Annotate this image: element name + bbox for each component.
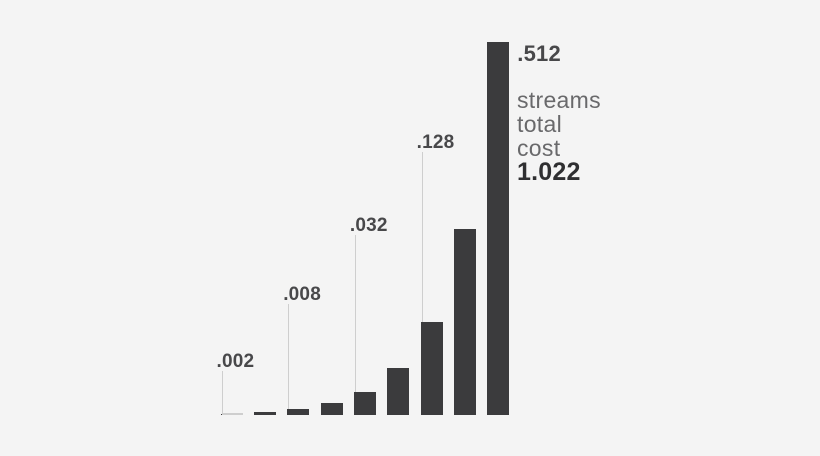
bar xyxy=(353,391,376,415)
annotation-line-cost: cost xyxy=(517,135,561,161)
callout-bracket-foot xyxy=(221,413,243,415)
bar-value-label: .008 xyxy=(283,284,321,305)
callout-line xyxy=(288,304,290,415)
bar xyxy=(487,42,510,415)
total-cost-value: 1.022 xyxy=(517,158,581,186)
annotation-line-streams: streams xyxy=(517,87,601,113)
bar xyxy=(320,403,343,415)
callout-line xyxy=(354,235,356,415)
annotation-line-total: total xyxy=(517,111,562,137)
chart-annotation: streams total cost 1.022 xyxy=(517,87,601,186)
bar xyxy=(453,228,476,415)
bar-value-label: .002 xyxy=(216,351,255,372)
bar-value-label: .128 xyxy=(416,132,455,153)
bar-value-label: .032 xyxy=(349,215,388,236)
bar-value-label: .512 xyxy=(517,41,561,66)
bar xyxy=(387,368,410,415)
callout-line xyxy=(221,371,223,415)
bar xyxy=(253,412,276,415)
bar xyxy=(287,409,310,415)
bar xyxy=(420,321,443,415)
callout-line xyxy=(421,152,423,415)
